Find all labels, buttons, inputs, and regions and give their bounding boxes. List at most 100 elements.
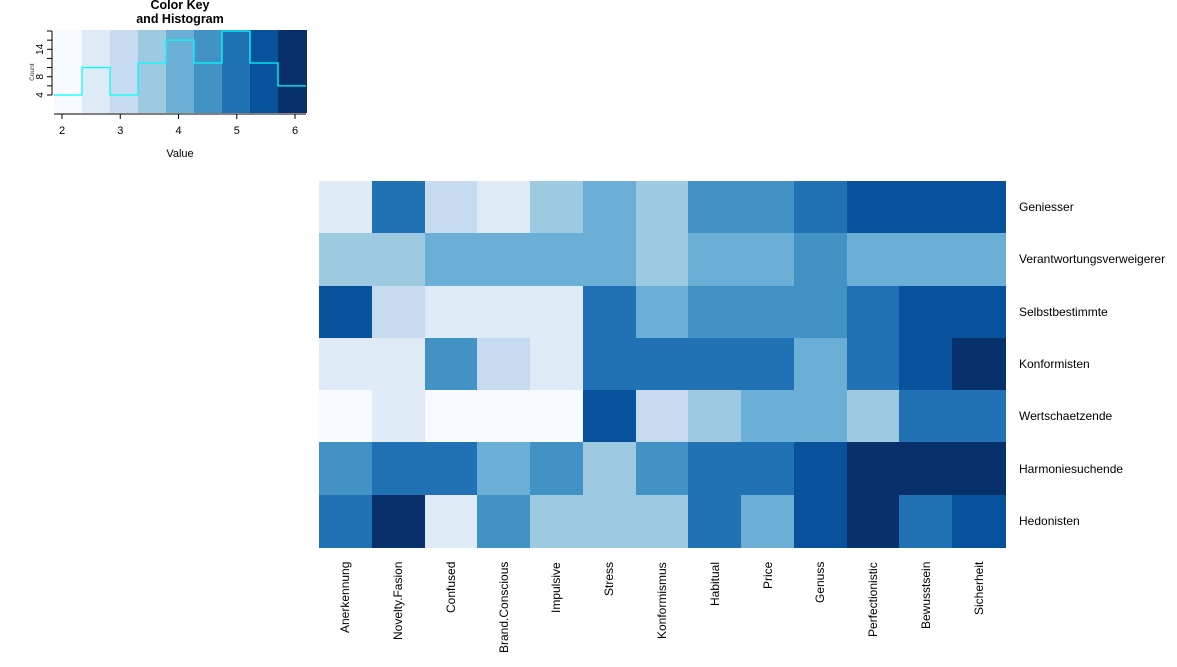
heatmap-cell [952,181,1006,234]
heatmap-cell [530,390,584,444]
heatmap-cell [899,494,953,548]
heatmap-cell [635,337,689,391]
column-label: Habitual [707,561,722,606]
heatmap-cell [688,337,742,391]
heatmap-grid [319,181,1006,548]
y-tick-label: 14 [35,43,46,55]
column-label: Genuss [813,561,828,603]
heatmap-cell [371,233,426,287]
heatmap-cell [793,181,848,234]
heatmap-cell [741,181,795,234]
heatmap-cell [899,181,953,234]
heatmap-cell [741,337,795,391]
heatmap-cell [952,337,1006,391]
color-key-bin [82,30,111,113]
heatmap-cell [952,233,1006,287]
color-key-bin [222,30,251,113]
column-label: Perfectionistic [866,562,881,637]
column-label: Impulsive [549,562,564,613]
heatmap-cell [688,494,742,548]
heatmap-cell [741,233,795,287]
x-tick-label: 6 [292,125,298,137]
heatmap-cell [793,233,848,287]
heatmap-cell [846,233,901,287]
color-key-title-line1: Color Key [150,0,210,12]
heatmap-cell [741,494,795,548]
heatmap-cell [793,337,848,391]
heatmap-cell [846,181,901,234]
heatmap-cell [319,285,373,339]
x-tick-label: 4 [175,125,181,137]
heatmap-cell [582,494,637,548]
heatmap-cell [582,233,637,287]
heatmap-cell [793,285,848,339]
heatmap-cell [793,494,848,548]
y-axis-label: Count [29,63,36,81]
color-key-bin [138,30,167,113]
color-key-bins [54,30,307,113]
column-label: Bewusstsein [918,561,933,629]
heatmap-cell [846,337,901,391]
heatmap-cell [477,442,531,496]
heatmap-cell [424,390,478,444]
color-key-bin [166,30,195,113]
row-label: Selbstbestimmte [1019,304,1108,319]
row-label: Wertschaetzende [1019,409,1113,424]
y-tick-label: 8 [35,73,46,79]
heatmap-cell [319,337,373,391]
heatmap-cell [582,181,637,234]
heatmap-cell [846,285,901,339]
heatmap-cell [952,442,1006,496]
column-label: Novelty.Fasion [391,561,406,640]
heatmap-cell [424,337,478,391]
color-key-bin [54,30,83,113]
heatmap-cell [424,181,478,234]
heatmap-cell [582,285,637,339]
heatmap-cell [952,494,1006,548]
color-key-title-line2: and Histogram [136,12,224,26]
heatmap-cell [635,233,689,287]
y-tick-label: 4 [35,92,46,98]
row-label: Geniesser [1019,200,1074,215]
heatmap-cell [477,233,531,287]
heatmap-cell [530,181,584,234]
heatmap-cell [688,181,742,234]
color-key-bin [194,30,223,113]
heatmap-cell [741,285,795,339]
heatmap-cell [424,442,478,496]
heatmap-cell [688,233,742,287]
heatmap-cell [635,442,689,496]
column-label: Stress [602,561,617,596]
heatmap-cell [530,233,584,287]
heatmap-cell [846,442,901,496]
heatmap-cell [371,337,426,391]
heatmap-cell [899,285,953,339]
heatmap-cell [688,390,742,444]
x-tick-label: 3 [117,125,123,137]
column-label: Sicherheit [971,561,986,615]
heatmap-cell [952,285,1006,339]
heatmap-cell [688,285,742,339]
heatmap-cell [635,285,689,339]
column-label: Confused [443,561,458,613]
heatmap-cell [319,442,373,496]
column-label: Price [760,561,775,589]
heatmap-cell [424,285,478,339]
heatmap-cell [371,442,426,496]
heatmap-cell [846,390,901,444]
heatmap-cell [846,494,901,548]
heatmap-cell [371,181,426,234]
heatmap-cell [477,181,531,234]
heatmap-cell [477,285,531,339]
heatmap-cell [477,337,531,391]
heatmap-cell [319,181,373,234]
heatmap-cell [741,390,795,444]
heatmap-cell [952,390,1006,444]
heatmap-cell [635,181,689,234]
heatmap-cell [477,494,531,548]
heatmap-cell [319,494,373,548]
heatmap-cell [530,285,584,339]
heatmap-cell [371,390,426,444]
row-label: Konformisten [1019,357,1090,371]
color-key-bin [278,30,307,113]
